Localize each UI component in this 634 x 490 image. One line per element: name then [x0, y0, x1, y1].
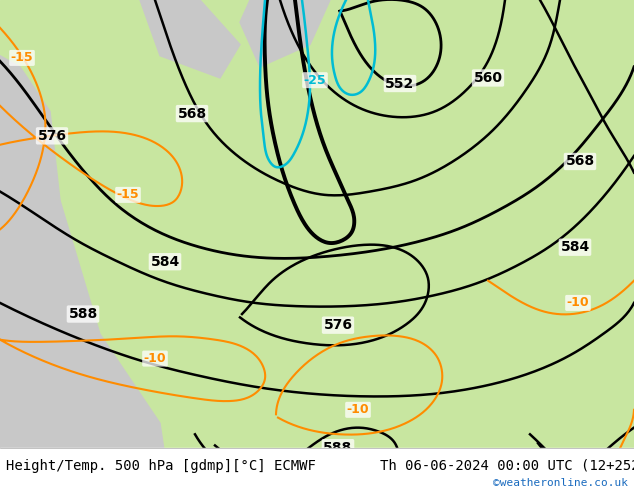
Text: Th 06-06-2024 00:00 UTC (12+252): Th 06-06-2024 00:00 UTC (12+252): [380, 459, 634, 473]
Text: -15: -15: [117, 188, 139, 201]
Text: 576: 576: [323, 318, 353, 332]
Text: 592: 592: [576, 483, 605, 490]
Text: -15: -15: [11, 51, 34, 64]
Text: 584: 584: [150, 255, 179, 269]
Text: -10: -10: [347, 403, 370, 416]
Text: -10: -10: [144, 352, 166, 365]
Bar: [0, 448, 634, 490]
Polygon shape: [0, 178, 170, 490]
Polygon shape: [240, 0, 330, 67]
Text: 568: 568: [178, 107, 207, 121]
Text: -25: -25: [304, 74, 327, 87]
Text: Height/Temp. 500 hPa [gdmp][°C] ECMWF: Height/Temp. 500 hPa [gdmp][°C] ECMWF: [6, 459, 316, 473]
Text: 576: 576: [37, 129, 67, 143]
Text: 560: 560: [474, 71, 503, 85]
Polygon shape: [0, 56, 60, 200]
Polygon shape: [0, 306, 50, 345]
Text: -10: -10: [567, 296, 590, 309]
Polygon shape: [140, 0, 240, 78]
Text: 588: 588: [68, 307, 98, 321]
Polygon shape: [15, 384, 60, 423]
Text: 568: 568: [566, 154, 595, 169]
Text: 588: 588: [323, 441, 353, 455]
Text: ©weatheronline.co.uk: ©weatheronline.co.uk: [493, 478, 628, 488]
Text: 552: 552: [385, 76, 415, 91]
Text: 584: 584: [560, 240, 590, 254]
Text: -25: -25: [373, 464, 396, 476]
